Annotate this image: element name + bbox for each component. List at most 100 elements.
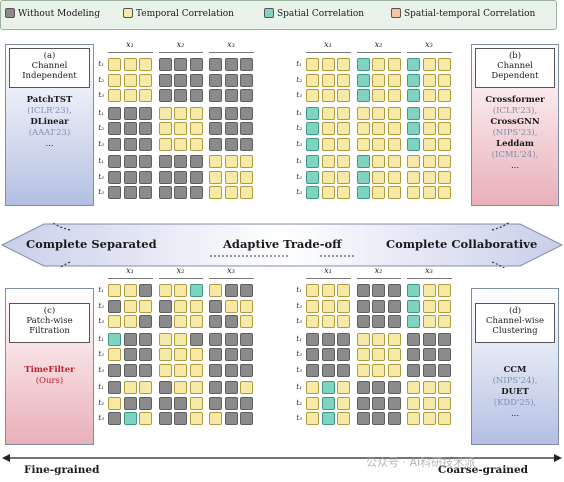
cell-without-modeling <box>387 284 401 297</box>
cell-without-modeling <box>407 332 420 346</box>
cell-without-modeling <box>337 332 350 346</box>
granularity-axis <box>2 454 562 462</box>
cell-temporal <box>139 58 152 71</box>
cell-temporal <box>337 122 350 135</box>
cell-temporal <box>337 186 350 199</box>
cell-temporal <box>422 106 436 120</box>
cell-temporal <box>306 412 319 425</box>
cell-without-modeling <box>306 332 319 346</box>
label-adaptive-trade-off: Adaptive Trade-off <box>223 237 342 251</box>
cell-temporal <box>372 122 385 135</box>
cell-temporal <box>356 106 370 120</box>
cell-without-modeling <box>422 332 436 346</box>
cell-temporal <box>321 137 335 151</box>
cell-temporal <box>387 89 401 102</box>
cell-without-modeling <box>372 315 385 328</box>
column-bracket <box>407 52 452 53</box>
cell-temporal <box>356 137 370 151</box>
cell-without-modeling <box>407 363 420 377</box>
grid-channel-dependent: x₁ x₂ x₃ t₁ t₂ t₃ t₁ t₂ t₃ t₁ t₂ t₃ <box>290 40 470 225</box>
cell-temporal <box>387 122 401 135</box>
cell-without-modeling <box>158 73 172 87</box>
row-label: t₃ <box>98 139 104 148</box>
cell-temporal <box>108 396 121 410</box>
cell-temporal <box>337 315 350 328</box>
cell-without-modeling <box>174 89 187 102</box>
cell-temporal <box>123 381 137 394</box>
cell-temporal <box>158 332 172 346</box>
row-label: t₁ <box>296 286 302 294</box>
cell-without-modeling <box>240 137 253 151</box>
cell-temporal <box>422 412 436 425</box>
cell-without-modeling <box>224 58 238 71</box>
cell-temporal <box>387 58 401 71</box>
cell-temporal <box>438 381 451 394</box>
legend-item-spatial: Spatial Correlation <box>264 8 364 20</box>
cell-spatial <box>407 58 420 71</box>
cell-without-modeling <box>108 106 121 120</box>
cell-without-modeling <box>123 363 137 377</box>
cell-temporal <box>158 106 172 120</box>
cell-without-modeling <box>108 137 121 151</box>
cell-without-modeling <box>387 299 401 313</box>
cell-temporal <box>422 89 436 102</box>
cell-temporal <box>337 396 350 410</box>
cell-temporal <box>337 284 350 297</box>
cell-temporal <box>337 73 350 87</box>
cell-spatial <box>356 170 370 184</box>
cell-temporal <box>422 299 436 313</box>
cell-without-modeling <box>372 412 385 425</box>
row-label: t₂ <box>98 350 104 358</box>
panel-tag: (a) <box>43 51 56 61</box>
cell-temporal <box>387 155 401 168</box>
cell-spatial <box>306 122 319 135</box>
cell-spatial <box>356 89 370 102</box>
row-label: t₂ <box>296 350 302 358</box>
cell-temporal <box>337 58 350 71</box>
cell-temporal <box>337 106 350 120</box>
cell-without-modeling <box>108 170 121 184</box>
cell-without-modeling <box>321 332 335 346</box>
cell-without-modeling <box>372 396 385 410</box>
ellipsis: ... <box>510 409 520 419</box>
cell-spatial <box>356 155 370 168</box>
cell-without-modeling <box>337 363 350 377</box>
cell-temporal <box>174 363 187 377</box>
cell-without-modeling <box>158 170 172 184</box>
legend-item-temporal: Temporal Correlation <box>123 8 234 20</box>
cell-temporal <box>372 89 385 102</box>
method-venue: (ICML'24), <box>491 150 539 160</box>
cell-temporal <box>438 137 451 151</box>
cell-temporal <box>209 155 222 168</box>
cell-without-modeling <box>158 381 172 394</box>
legend-label: Temporal Correlation <box>136 9 234 19</box>
cell-without-modeling <box>139 284 152 297</box>
row-label: t₃ <box>98 317 104 325</box>
method-name: DUET <box>501 387 529 397</box>
cell-temporal <box>240 315 253 328</box>
row-label: t₃ <box>98 188 104 196</box>
cell-spatial <box>407 284 420 297</box>
cell-without-modeling <box>139 122 152 135</box>
cell-without-modeling <box>123 155 137 168</box>
column-bracket <box>306 52 351 53</box>
row-label: t₂ <box>296 398 302 407</box>
cell-temporal <box>422 73 436 87</box>
cell-without-modeling <box>321 363 335 377</box>
watermark: 公众号 · AI科研技术派 <box>366 456 476 469</box>
cell-temporal <box>306 315 319 328</box>
row-label: t₁ <box>98 383 104 391</box>
row-label: t₂ <box>98 124 104 132</box>
cell-temporal <box>240 186 253 199</box>
cell-temporal <box>240 170 253 184</box>
cell-temporal <box>108 73 121 87</box>
cell-without-modeling <box>438 332 451 346</box>
cell-temporal <box>422 155 436 168</box>
cell-temporal <box>387 348 401 361</box>
cell-spatial <box>306 170 319 184</box>
cell-spatial <box>356 58 370 71</box>
method-venue: (NIPS'23), <box>492 128 538 138</box>
row-label: t₃ <box>296 188 302 196</box>
column-bracket <box>306 278 351 279</box>
legend-label: Without Modeling <box>18 9 101 19</box>
